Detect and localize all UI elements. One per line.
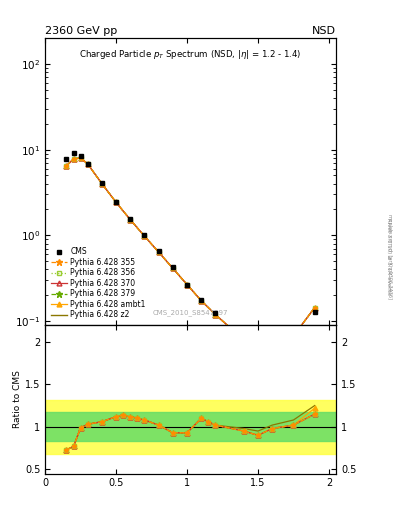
Y-axis label: Ratio to CMS: Ratio to CMS	[13, 370, 22, 428]
Text: Charged Particle $p_T$ Spectrum (NSD, $|\eta|$ = 1.2 - 1.4): Charged Particle $p_T$ Spectrum (NSD, $|…	[79, 49, 302, 61]
Legend: CMS, Pythia 6.428 355, Pythia 6.428 356, Pythia 6.428 370, Pythia 6.428 379, Pyt: CMS, Pythia 6.428 355, Pythia 6.428 356,…	[49, 246, 147, 321]
Text: 2360 GeV pp: 2360 GeV pp	[45, 26, 118, 36]
Bar	[45, 399, 336, 454]
Text: Rivet 3.1.10, ≥ 3.1M events: Rivet 3.1.10, ≥ 3.1M events	[386, 218, 391, 294]
Bar	[45, 412, 336, 441]
Text: CMS_2010_S8547297: CMS_2010_S8547297	[153, 309, 228, 316]
Text: NSD: NSD	[312, 26, 336, 36]
Text: mcplots.cern.ch [arXiv:1306.3436]: mcplots.cern.ch [arXiv:1306.3436]	[387, 214, 392, 298]
